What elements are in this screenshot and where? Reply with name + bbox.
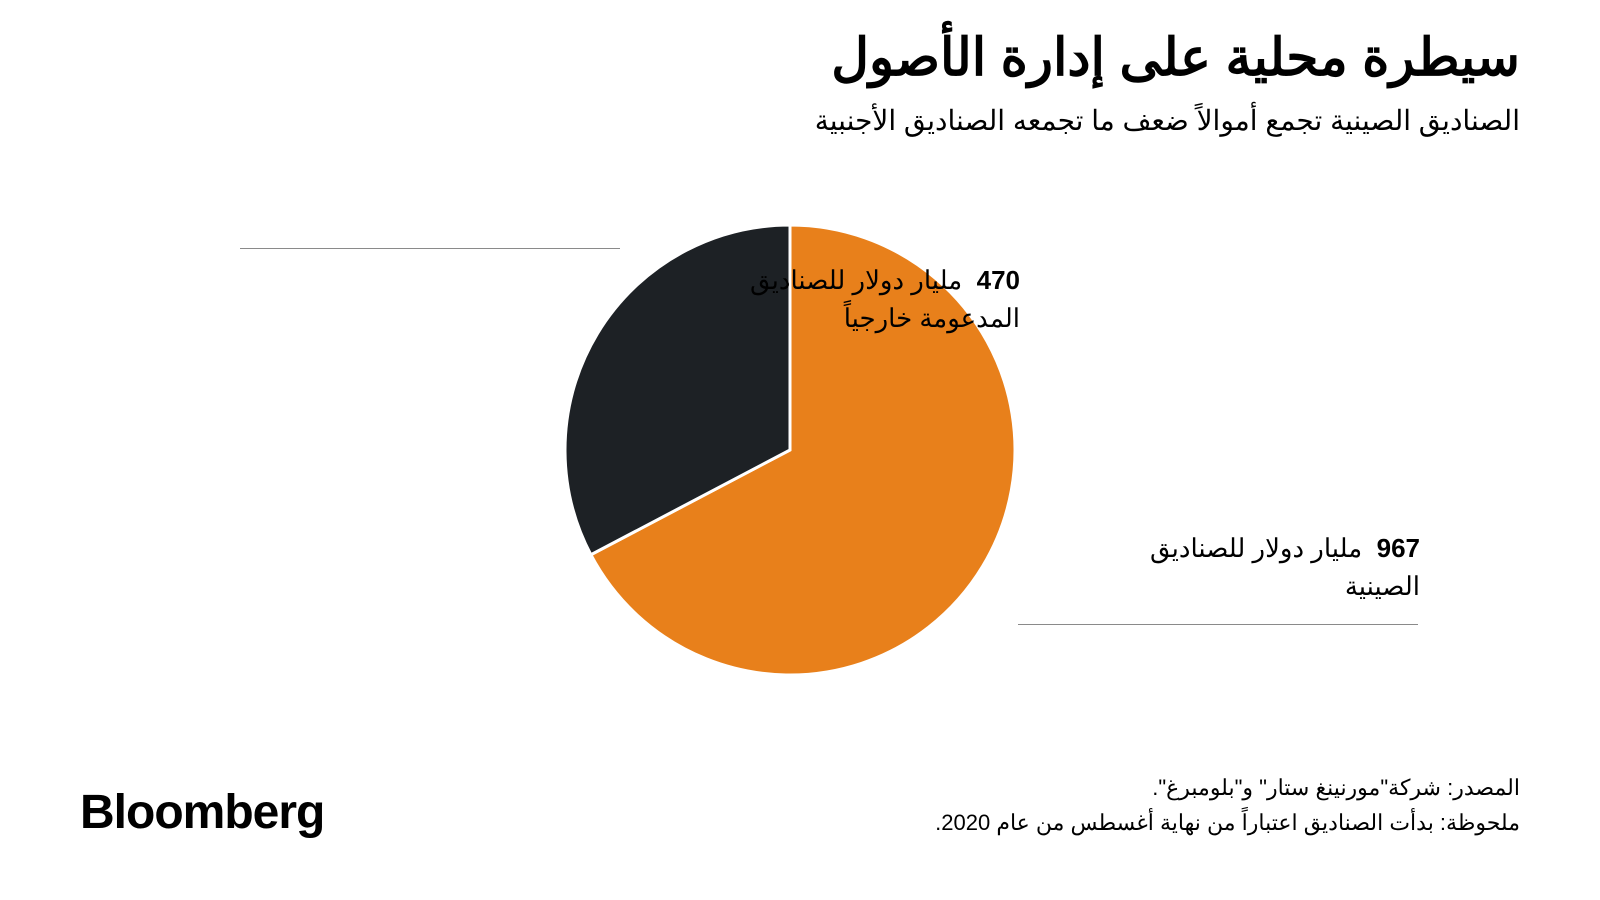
pie-label-foreign-value: 470: [977, 265, 1020, 295]
pie-label-chinese: 967 مليار دولار للصناديق الصينية: [1060, 530, 1420, 605]
brand-logo: Bloomberg: [80, 785, 324, 840]
chart-source: المصدر: شركة"مورنينغ ستار" و"بلومبرغ".: [935, 770, 1520, 805]
pie-label-foreign-line1: مليار دولار للصناديق: [750, 265, 962, 295]
chart-subtitle: الصناديق الصينية تجمع أموالاً ضعف ما تجم…: [815, 104, 1520, 137]
pie-label-foreign-line2: المدعومة خارجياً: [844, 303, 1020, 333]
label-rule-chinese: [1018, 624, 1418, 625]
pie-label-chinese-value: 967: [1377, 533, 1420, 563]
pie-label-chinese-line2: الصينية: [1345, 571, 1420, 601]
pie-label-foreign: 470 مليار دولار للصناديق المدعومة خارجيا…: [660, 262, 1020, 337]
chart-title: سيطرة محلية على إدارة الأصول: [831, 28, 1520, 88]
chart-stage: سيطرة محلية على إدارة الأصول الصناديق ال…: [0, 0, 1600, 900]
label-rule-foreign: [240, 248, 620, 249]
chart-note: ملحوظة: بدأت الصناديق اعتباراً من نهاية …: [935, 805, 1520, 840]
pie-label-chinese-line1: مليار دولار للصناديق: [1150, 533, 1362, 563]
chart-footer: المصدر: شركة"مورنينغ ستار" و"بلومبرغ". م…: [935, 770, 1520, 840]
